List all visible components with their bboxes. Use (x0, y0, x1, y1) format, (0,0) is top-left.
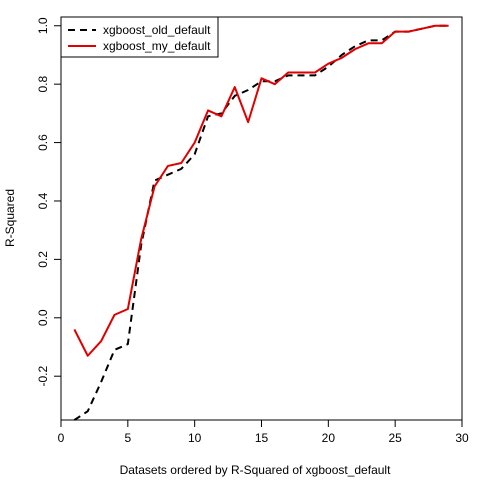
x-tick-label: 10 (188, 431, 202, 445)
y-tick-label: 0.6 (36, 134, 50, 151)
legend: xgboost_old_default xgboost_my_default (60, 16, 219, 58)
y-tick-label: 1.0 (36, 17, 50, 34)
series-line-xgboost-old-default (73, 24, 449, 421)
y-axis-label: R-Squared (3, 189, 17, 247)
series-line-xgboost-my-default (73, 24, 449, 357)
y-axis: -0.2 0.0 0.2 0.4 0.6 0.8 1.0 (36, 17, 62, 387)
legend-label: xgboost_my_default (103, 39, 211, 53)
x-tick-label: 5 (124, 431, 131, 445)
x-tick-label: 20 (322, 431, 336, 445)
y-tick-label: 0.4 (36, 192, 50, 209)
y-tick-label: 0.8 (36, 76, 50, 93)
y-tick-label: -0.2 (36, 366, 50, 387)
x-axis-label: Datasets ordered by R-Squared of xgboost… (120, 463, 391, 477)
legend-box (60, 16, 219, 58)
x-tick-label: 0 (58, 431, 65, 445)
series-layer (73, 24, 449, 421)
y-tick-label: 0.2 (36, 251, 50, 268)
legend-label: xgboost_old_default (103, 23, 211, 37)
x-axis: 0 5 10 15 20 25 30 (58, 419, 469, 445)
x-tick-label: 25 (388, 431, 402, 445)
x-tick-label: 30 (455, 431, 469, 445)
y-tick-label: 0.0 (36, 309, 50, 326)
x-tick-label: 15 (255, 431, 269, 445)
